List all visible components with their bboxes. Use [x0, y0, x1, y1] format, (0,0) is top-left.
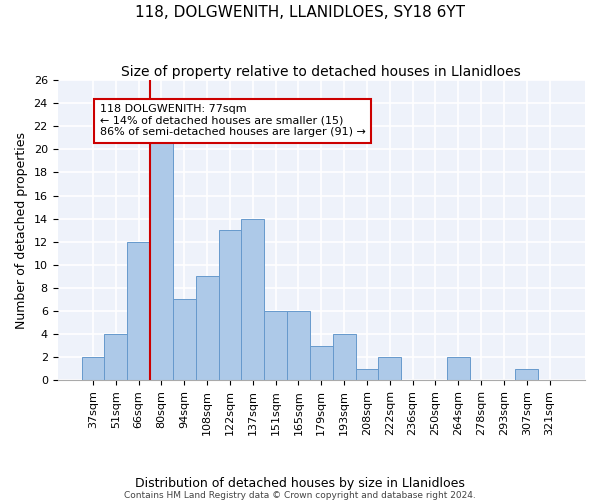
- Y-axis label: Number of detached properties: Number of detached properties: [15, 132, 28, 328]
- Bar: [150, 138, 173, 380]
- Bar: [196, 276, 218, 380]
- Bar: [82, 357, 104, 380]
- Bar: [310, 346, 332, 380]
- Text: Distribution of detached houses by size in Llanidloes: Distribution of detached houses by size …: [135, 477, 465, 490]
- Bar: [264, 311, 287, 380]
- Text: 118, DOLGWENITH, LLANIDLOES, SY18 6YT: 118, DOLGWENITH, LLANIDLOES, SY18 6YT: [135, 5, 465, 20]
- Bar: [515, 368, 538, 380]
- Bar: [379, 357, 401, 380]
- Bar: [127, 242, 150, 380]
- Text: Contains HM Land Registry data © Crown copyright and database right 2024.
Contai: Contains HM Land Registry data © Crown c…: [103, 490, 497, 500]
- Bar: [332, 334, 356, 380]
- Title: Size of property relative to detached houses in Llanidloes: Size of property relative to detached ho…: [121, 65, 521, 79]
- Bar: [287, 311, 310, 380]
- Bar: [241, 218, 264, 380]
- Text: 118 DOLGWENITH: 77sqm
← 14% of detached houses are smaller (15)
86% of semi-deta: 118 DOLGWENITH: 77sqm ← 14% of detached …: [100, 104, 365, 138]
- Bar: [447, 357, 470, 380]
- Bar: [173, 300, 196, 380]
- Bar: [356, 368, 379, 380]
- Bar: [104, 334, 127, 380]
- Bar: [218, 230, 241, 380]
